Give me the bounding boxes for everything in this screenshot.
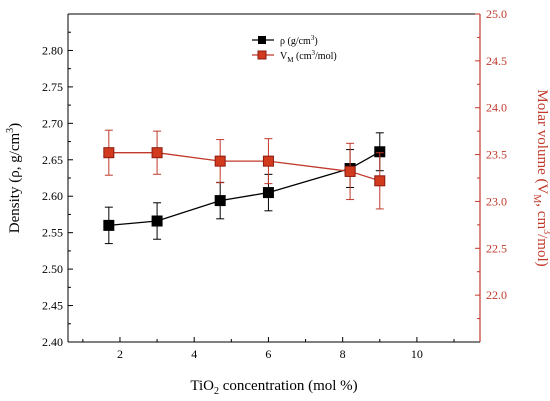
left-y-axis: 2.40 2.45 2.50 2.55 2.60 2.65 2.70 2.75 2.80 [42, 14, 73, 349]
axis-titles: TiO2 concentration (mol %) Density (ρ, g/… [5, 89, 550, 397]
density-series [103, 132, 386, 245]
legend-vm-marker [257, 50, 267, 60]
density-point [151, 215, 163, 227]
series-layer [103, 129, 386, 245]
left-tick-label: 2.45 [42, 299, 63, 313]
x-tick-label: 2 [117, 347, 123, 361]
x-tick-label: 6 [265, 347, 271, 361]
x-axis-title: TiO2 concentration (mol %) [190, 378, 357, 397]
right-tick-label: 23.0 [486, 194, 507, 208]
right-tick-label: 25.0 [486, 7, 507, 21]
left-tick-label: 2.60 [42, 189, 63, 203]
molar-volume-point [344, 165, 356, 177]
left-tick-label: 2.80 [42, 43, 63, 57]
molar-volume-point [374, 175, 386, 187]
x-tick-label: 8 [340, 347, 346, 361]
x-tick-label: 10 [411, 347, 423, 361]
molar-volume-point [214, 155, 226, 167]
right-tick-label: 24.5 [486, 54, 507, 68]
left-tick-label: 2.40 [42, 335, 63, 349]
left-tick-label: 2.65 [42, 153, 63, 167]
left-tick-label: 2.70 [42, 116, 63, 130]
right-tick-label: 22.0 [486, 288, 507, 302]
left-tick-label: 2.75 [42, 80, 63, 94]
density-point [214, 195, 226, 207]
x-tick-label: 4 [191, 347, 197, 361]
molar-volume-series [103, 129, 386, 210]
right-y-axis-title: Molar volume (VM, cm3/mol) [531, 89, 550, 266]
x-axis: 2 4 6 8 10 [82, 337, 455, 361]
density-line [108, 151, 381, 227]
plot-frame [68, 13, 480, 343]
molar-volume-point [103, 147, 115, 159]
left-tick-label: 2.55 [42, 226, 63, 240]
right-y-axis: 22.0 22.5 23.0 23.5 24.0 24.5 25.0 [475, 7, 507, 342]
right-tick-label: 23.5 [486, 148, 507, 162]
left-tick-label: 2.50 [42, 262, 63, 276]
right-tick-label: 22.5 [486, 241, 507, 255]
left-y-axis-title: Density (ρ, g/cm3) [5, 123, 23, 233]
density-point [103, 219, 115, 231]
molar-volume-line [108, 152, 380, 182]
right-tick-label: 24.0 [486, 101, 507, 115]
legend-density-label: ρ (g/cm3) [280, 34, 318, 47]
legend-vm-label: VM (cm3/mol) [280, 49, 337, 64]
molar-volume-point [262, 155, 274, 167]
legend: ρ (g/cm3) VM (cm3/mol) [252, 34, 337, 64]
density-point [262, 187, 274, 199]
molar-volume-point [151, 147, 163, 159]
legend-density-marker [258, 36, 266, 44]
